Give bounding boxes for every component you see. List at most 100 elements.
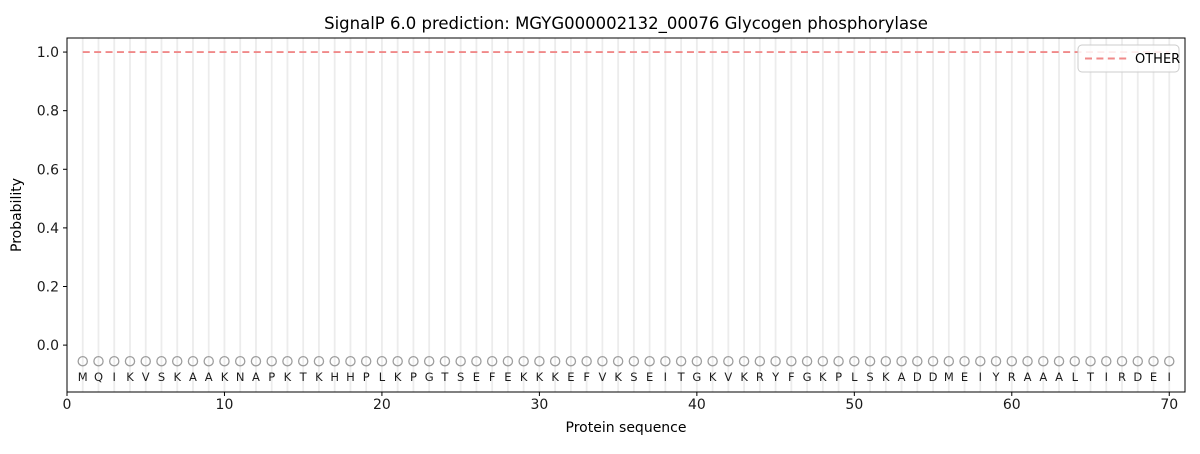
residue-letter: K bbox=[536, 370, 544, 384]
residue-letter: D bbox=[1133, 370, 1142, 384]
residue-letter: S bbox=[457, 370, 464, 384]
residue-letter: S bbox=[158, 370, 165, 384]
residue-marker bbox=[723, 355, 734, 367]
residue-letter: N bbox=[236, 370, 245, 384]
residue-marker bbox=[880, 355, 892, 367]
residue-marker bbox=[1132, 355, 1144, 367]
residue-letter: K bbox=[520, 370, 528, 384]
residue-marker bbox=[738, 355, 750, 367]
residue-marker bbox=[565, 355, 577, 367]
residue-marker bbox=[77, 355, 88, 367]
residue-letter: G bbox=[692, 370, 701, 384]
y-tick-label: 0.8 bbox=[37, 104, 59, 120]
residue-marker bbox=[612, 355, 624, 367]
residue-letter: K bbox=[819, 370, 827, 384]
residue-letter: P bbox=[410, 370, 417, 384]
residue-marker bbox=[455, 355, 466, 367]
residue-letter: I bbox=[113, 370, 116, 384]
residue-marker bbox=[912, 355, 923, 367]
residue-marker bbox=[93, 355, 104, 367]
residue-letter: Y bbox=[992, 370, 1001, 384]
residue-letter: A bbox=[205, 370, 213, 384]
residue-letter: T bbox=[299, 370, 308, 384]
residue-marker bbox=[975, 355, 986, 367]
residue-marker bbox=[675, 355, 687, 367]
residue-marker bbox=[896, 355, 907, 367]
residue-marker bbox=[864, 355, 876, 367]
chart-title: SignalP 6.0 prediction: MGYG000002132_00… bbox=[324, 14, 928, 34]
residue-letter: E bbox=[473, 370, 480, 384]
x-tick-label: 70 bbox=[1160, 397, 1178, 413]
residue-marker bbox=[597, 355, 608, 367]
residue-marker bbox=[1069, 355, 1081, 367]
x-tick-label: 30 bbox=[530, 397, 548, 413]
y-axis-label: Probability bbox=[9, 178, 25, 252]
residue-marker bbox=[959, 355, 970, 367]
residue-marker bbox=[849, 355, 860, 367]
residue-marker bbox=[392, 355, 403, 367]
y-tick-label: 0.2 bbox=[37, 280, 59, 296]
x-tick-label: 0 bbox=[63, 397, 72, 413]
residue-letter: K bbox=[614, 370, 622, 384]
residue-letter: F bbox=[788, 370, 795, 384]
residue-marker bbox=[943, 355, 955, 367]
residue-letter: L bbox=[1072, 370, 1079, 384]
residue-letter: A bbox=[252, 370, 260, 384]
residue-letter: P bbox=[268, 370, 275, 384]
residue-letter: G bbox=[425, 370, 434, 384]
residue-letter: K bbox=[882, 370, 890, 384]
residue-letter: Q bbox=[94, 370, 103, 384]
residue-marker bbox=[329, 355, 340, 367]
residue-marker bbox=[770, 355, 781, 367]
residue-letter: K bbox=[315, 370, 323, 384]
residue-letter: D bbox=[929, 370, 938, 384]
residue-marker bbox=[801, 355, 813, 367]
residue-letter: I bbox=[1168, 370, 1171, 384]
residue-letter: A bbox=[1039, 370, 1047, 384]
residue-marker bbox=[754, 355, 766, 367]
residue-marker bbox=[282, 355, 293, 367]
x-tick-label: 50 bbox=[845, 397, 863, 413]
residue-marker bbox=[234, 355, 246, 367]
residue-letter: K bbox=[394, 370, 402, 384]
x-tick-label: 10 bbox=[216, 397, 234, 413]
residue-marker bbox=[171, 355, 183, 367]
residue-marker bbox=[707, 355, 718, 367]
residue-marker bbox=[219, 355, 230, 367]
residue-letter: K bbox=[709, 370, 717, 384]
residue-letter: R bbox=[756, 370, 764, 384]
residue-letter: A bbox=[898, 370, 906, 384]
residue-marker bbox=[628, 355, 640, 367]
residue-letter: K bbox=[740, 370, 748, 384]
y-axis-ticks: 0.0 0.2 0.4 0.6 0.8 1.0 bbox=[37, 45, 67, 354]
y-tick-label: 1.0 bbox=[37, 45, 59, 61]
residue-marker bbox=[1006, 355, 1018, 367]
residue-marker bbox=[1164, 355, 1175, 367]
y-tick-label: 0.6 bbox=[37, 162, 59, 178]
residue-letter: H bbox=[330, 370, 339, 384]
residue-marker bbox=[518, 355, 529, 367]
residue-letter: P bbox=[835, 370, 842, 384]
residue-letter: A bbox=[189, 370, 197, 384]
y-tick-label: 0.0 bbox=[37, 338, 59, 354]
residue-marker bbox=[1116, 355, 1128, 367]
residue-marker bbox=[297, 355, 309, 367]
residue-marker bbox=[408, 355, 419, 367]
residue-letter: Y bbox=[771, 370, 780, 384]
residue-marker bbox=[1038, 355, 1049, 367]
residue-letter: H bbox=[346, 370, 355, 384]
x-axis-label: Protein sequence bbox=[566, 420, 687, 436]
residue-letter: E bbox=[504, 370, 511, 384]
residue-marker bbox=[156, 355, 167, 367]
residue-letter: F bbox=[489, 370, 496, 384]
residue-marker bbox=[534, 355, 545, 367]
residue-letter: K bbox=[551, 370, 559, 384]
plot-frame bbox=[66, 37, 1186, 393]
residue-letter: G bbox=[803, 370, 812, 384]
residue-marker bbox=[108, 355, 120, 367]
residue-marker bbox=[786, 355, 797, 367]
residue-marker bbox=[502, 355, 514, 367]
residue-marker bbox=[833, 355, 844, 367]
residue-letter: R bbox=[1118, 370, 1126, 384]
residue-marker bbox=[187, 355, 199, 367]
